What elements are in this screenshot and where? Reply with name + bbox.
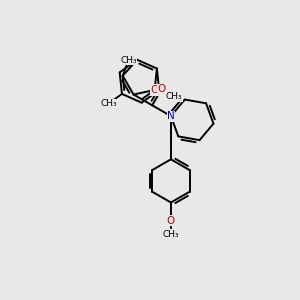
Text: CH₃: CH₃ [163,230,179,238]
Text: CH₃: CH₃ [120,56,137,65]
Text: O: O [151,85,159,95]
Text: CH₃: CH₃ [100,99,117,108]
Text: N: N [167,111,175,121]
Text: N: N [167,111,175,121]
Text: CH₃: CH₃ [166,92,182,101]
Text: O: O [167,215,175,226]
Text: O: O [157,84,166,94]
